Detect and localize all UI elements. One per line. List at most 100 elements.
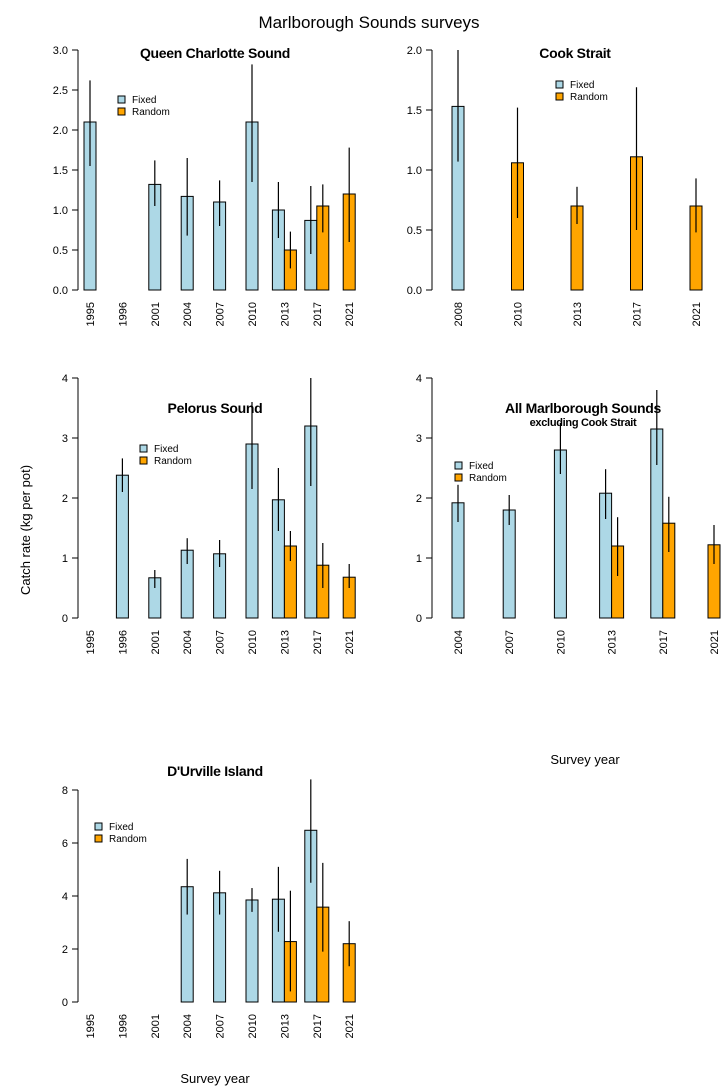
x-tick-label: 2004 bbox=[453, 630, 465, 654]
legend-swatch-random bbox=[94, 834, 103, 843]
x-tick-label: 2021 bbox=[344, 1014, 356, 1038]
panel-title: Cook Strait bbox=[539, 45, 611, 61]
bar-fixed-2010 bbox=[245, 899, 259, 1003]
x-tick-label: 1995 bbox=[85, 302, 97, 326]
x-tick-label: 2013 bbox=[279, 302, 291, 326]
shared-y-axis-label: Catch rate (kg per pot) bbox=[18, 465, 33, 595]
y-tick-label: 0.5 bbox=[407, 225, 422, 237]
x-tick-label: 2021 bbox=[344, 302, 356, 326]
y-tick-label: 6 bbox=[62, 838, 68, 850]
y-tick-label: 1.0 bbox=[407, 165, 422, 177]
x-tick-label: 1996 bbox=[117, 1014, 129, 1038]
x-tick-label: 2010 bbox=[513, 302, 525, 326]
legend-swatch-random bbox=[555, 92, 564, 101]
legend-label: Fixed bbox=[570, 80, 594, 91]
x-tick-label: 1996 bbox=[117, 302, 129, 326]
x-tick-label: 1996 bbox=[117, 630, 129, 654]
y-tick-label: 8 bbox=[62, 785, 68, 797]
legend-swatch-fixed bbox=[454, 461, 463, 470]
chart-panel: D'Urville Island 0 2 4 6 8 1995 1996 2001 2004 200… bbox=[62, 763, 356, 1038]
legend-swatch-fixed bbox=[94, 822, 103, 831]
legend-swatch-random bbox=[117, 107, 126, 116]
x-tick-label: 2004 bbox=[182, 1014, 194, 1038]
y-tick-label: 4 bbox=[62, 891, 68, 903]
y-tick-label: 2.0 bbox=[53, 125, 68, 137]
panel-title: D'Urville Island bbox=[167, 763, 263, 779]
x-tick-label: 2013 bbox=[572, 302, 584, 326]
x-tick-label: 2007 bbox=[215, 1014, 227, 1038]
x-tick-label: 2013 bbox=[279, 630, 291, 654]
y-tick-label: 2 bbox=[62, 493, 68, 505]
x-tick-label: 2001 bbox=[150, 302, 162, 326]
y-tick-label: 2.5 bbox=[53, 85, 68, 97]
x-tick-label: 2017 bbox=[312, 630, 324, 654]
chart-panel: Pelorus Sound 0 1 2 3 4 1995 1996 2001 2004 2007 20… bbox=[62, 373, 356, 654]
legend-label: Random bbox=[109, 834, 147, 845]
x-tick-label: 2001 bbox=[150, 1014, 162, 1038]
y-tick-label: 2 bbox=[62, 944, 68, 956]
bar-fixed-2010 bbox=[553, 449, 567, 619]
y-tick-label: 3.0 bbox=[53, 45, 68, 57]
x-tick-label: 2007 bbox=[504, 630, 516, 654]
y-tick-label: 1.5 bbox=[53, 165, 68, 177]
legend-label: Random bbox=[132, 107, 170, 118]
y-tick-label: 4 bbox=[62, 373, 68, 385]
legend-swatch-fixed bbox=[555, 80, 564, 89]
panel-subtitle: excluding Cook Strait bbox=[530, 417, 637, 429]
x-tick-label: 2021 bbox=[344, 630, 356, 654]
y-tick-label: 1.5 bbox=[407, 105, 422, 117]
legend-label: Random bbox=[154, 456, 192, 467]
legend-label: Fixed bbox=[469, 461, 493, 472]
legend-label: Fixed bbox=[154, 444, 178, 455]
legend-swatch-fixed bbox=[139, 444, 148, 453]
x-tick-label: 2010 bbox=[247, 630, 259, 654]
x-tick-label: 2010 bbox=[247, 1014, 259, 1038]
y-tick-label: 0.0 bbox=[53, 285, 68, 297]
y-tick-label: 0 bbox=[62, 613, 68, 625]
x-tick-label: 2021 bbox=[709, 630, 721, 654]
chart-panel: Queen Charlotte Sound 0.0 0.5 1.0 1.5 2.0 2.5 3… bbox=[53, 45, 356, 326]
x-tick-label: 2021 bbox=[691, 302, 703, 326]
legend-label: Random bbox=[469, 473, 507, 484]
x-axis-label-bottom: Survey year bbox=[180, 1071, 250, 1086]
legend-swatch-random bbox=[139, 456, 148, 465]
x-tick-label: 2010 bbox=[555, 630, 567, 654]
panel-title: Pelorus Sound bbox=[168, 400, 263, 416]
x-tick-label: 2017 bbox=[312, 1014, 324, 1038]
x-tick-label: 2004 bbox=[182, 302, 194, 326]
x-tick-label: 2013 bbox=[279, 1014, 291, 1038]
legend-swatch-fixed bbox=[117, 95, 126, 104]
x-tick-label: 2017 bbox=[632, 302, 644, 326]
y-tick-label: 3 bbox=[62, 433, 68, 445]
x-tick-label: 2008 bbox=[453, 302, 465, 326]
panel-title: All Marlborough Sounds bbox=[505, 400, 661, 416]
figure-title: Marlborough Sounds surveys bbox=[258, 13, 479, 32]
legend-swatch-random bbox=[454, 473, 463, 482]
y-tick-label: 1 bbox=[62, 553, 68, 565]
x-tick-label: 2013 bbox=[607, 630, 619, 654]
x-tick-label: 2007 bbox=[215, 630, 227, 654]
y-tick-label: 0.5 bbox=[53, 245, 68, 257]
x-tick-label: 2017 bbox=[312, 302, 324, 326]
x-tick-label: 1995 bbox=[85, 630, 97, 654]
y-tick-label: 1.0 bbox=[53, 205, 68, 217]
y-tick-label: 0 bbox=[62, 997, 68, 1009]
x-tick-label: 2017 bbox=[658, 630, 670, 654]
x-tick-label: 1995 bbox=[85, 1014, 97, 1038]
chart-panel: Cook Strait 0.0 0.5 1.0 1.5 2.0 2008 2010 2013 20… bbox=[407, 45, 703, 326]
legend-label: Fixed bbox=[132, 95, 156, 106]
x-tick-label: 2010 bbox=[247, 302, 259, 326]
x-axis-label-right: Survey year bbox=[550, 752, 620, 767]
panel-title: Queen Charlotte Sound bbox=[140, 45, 290, 61]
x-tick-label: 2007 bbox=[215, 302, 227, 326]
y-tick-label: 4 bbox=[416, 373, 422, 385]
legend-label: Fixed bbox=[109, 822, 133, 833]
y-tick-label: 2.0 bbox=[407, 45, 422, 57]
legend-label: Random bbox=[570, 92, 608, 103]
bar-fixed-2007 bbox=[502, 509, 516, 619]
